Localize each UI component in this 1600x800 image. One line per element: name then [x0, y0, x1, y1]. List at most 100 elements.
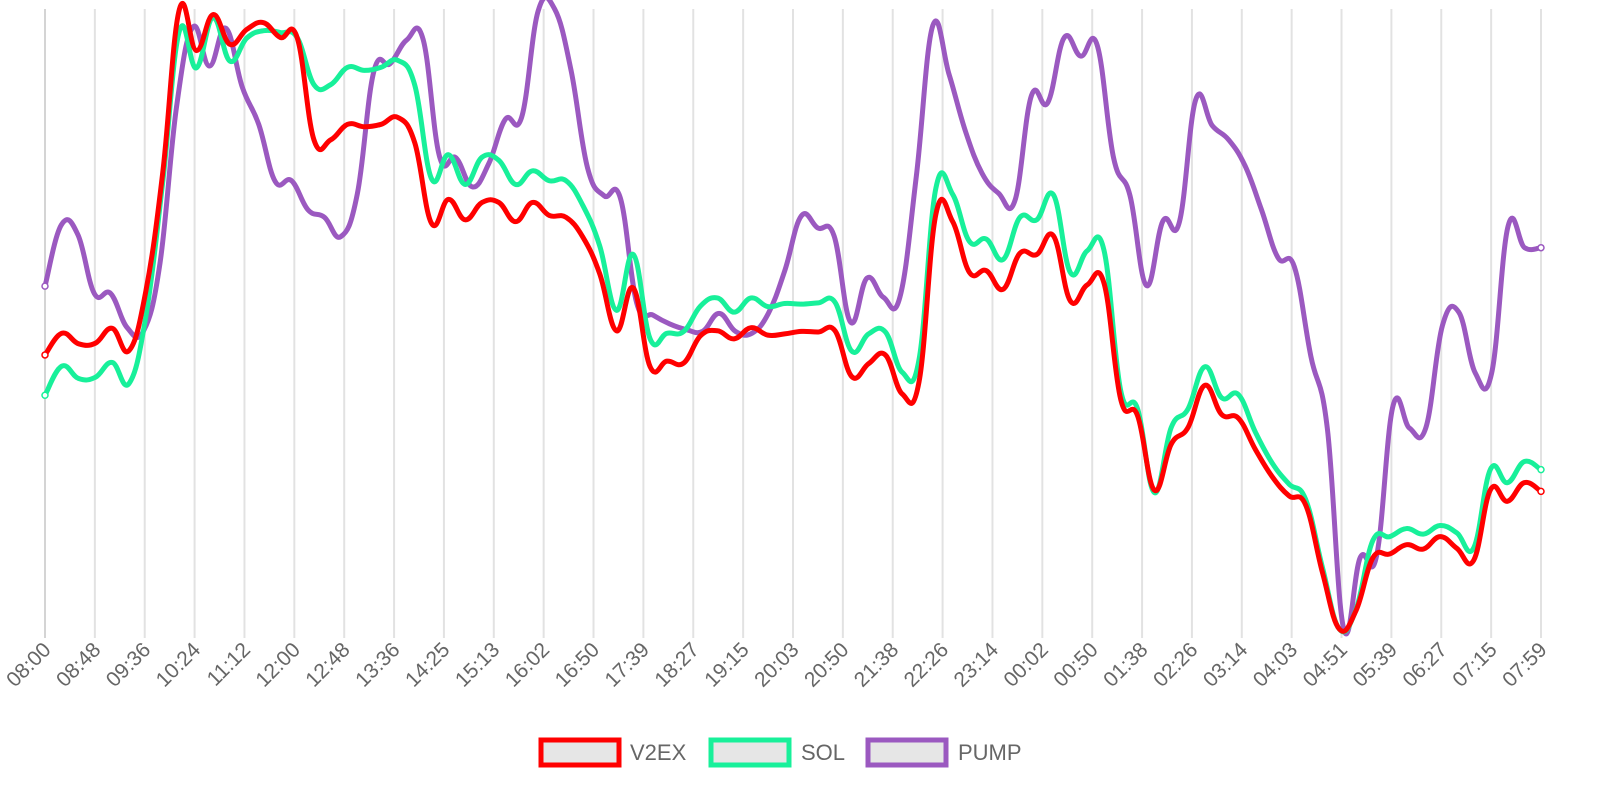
data-point [92, 291, 97, 296]
legend: V2EX SOL PUMP [538, 737, 1022, 768]
data-point [328, 82, 333, 87]
data-point [338, 234, 344, 239]
data-point [412, 140, 417, 146]
x-tick-label: 07:15 [1448, 638, 1501, 691]
data-point [294, 35, 300, 40]
data-point [1387, 534, 1392, 539]
data-point [513, 219, 518, 224]
data-point [849, 374, 855, 379]
x-tick-label: 20:03 [750, 638, 803, 691]
data-point [1202, 383, 1208, 388]
data-point [1094, 42, 1100, 48]
data-point [1471, 545, 1476, 550]
data-point [547, 213, 552, 218]
data-point [1202, 364, 1208, 369]
data-point [698, 303, 703, 309]
x-tick-label: 20:50 [800, 638, 853, 691]
data-point [1407, 425, 1412, 431]
data-point [1454, 530, 1460, 536]
data-point [1144, 283, 1149, 288]
data-point [547, 178, 552, 183]
data-point [631, 252, 636, 257]
data-point [967, 239, 972, 244]
data-point [404, 37, 409, 43]
data-point [950, 219, 955, 224]
x-tick-label: 23:14 [950, 638, 1004, 692]
data-point [1045, 100, 1051, 105]
x-tick-label: 09:36 [102, 638, 155, 691]
data-point [597, 271, 602, 276]
legend-item-v2ex[interactable]: V2EX [538, 737, 687, 768]
data-point [1210, 123, 1215, 128]
data-point [1219, 395, 1224, 400]
data-point [1537, 243, 1545, 252]
data-point [1152, 487, 1157, 493]
x-tick-label: 04:51 [1299, 638, 1352, 691]
data-point [866, 361, 871, 366]
data-point [412, 83, 417, 88]
data-point [766, 311, 771, 316]
data-point [143, 314, 149, 319]
x-tick-label: 16:02 [501, 638, 554, 691]
x-tick-label: 13:36 [351, 638, 404, 691]
x-tick-label: 02:26 [1149, 638, 1202, 691]
data-point [716, 311, 722, 316]
x-tick-label: 18:27 [650, 638, 703, 691]
data-point [967, 270, 972, 275]
data-point [647, 336, 653, 342]
data-point [580, 203, 586, 208]
x-tick-label: 16:50 [551, 638, 604, 691]
data-point [984, 236, 989, 242]
x-tick-label: 21:38 [850, 638, 903, 691]
x-tick-label: 03:14 [1199, 638, 1253, 692]
legend-label: V2EX [630, 740, 687, 765]
data-point [93, 340, 98, 346]
data-point [765, 332, 770, 338]
data-point [1160, 218, 1166, 224]
data-point [647, 364, 653, 369]
data-point [831, 233, 837, 239]
data-point [1488, 487, 1493, 492]
data-point [437, 154, 442, 159]
data-point [1390, 403, 1396, 408]
data-point [552, 6, 557, 12]
data-point [496, 158, 502, 163]
data-point [1454, 546, 1460, 551]
data-point [177, 6, 182, 12]
data-point [1101, 280, 1107, 286]
data-point [126, 381, 132, 386]
x-tick-label: 07:59 [1498, 638, 1551, 691]
data-point [41, 282, 49, 290]
data-point [470, 184, 475, 190]
data-point [1521, 459, 1527, 464]
data-point [256, 122, 261, 127]
legend-item-pump[interactable]: PUMP [865, 737, 1022, 768]
data-point [864, 275, 870, 281]
data-point [59, 363, 65, 369]
data-point [916, 379, 922, 384]
data-point [733, 329, 738, 334]
data-point [378, 122, 384, 127]
data-point [207, 63, 212, 69]
data-point [963, 129, 968, 134]
x-tick-label: 00:02 [999, 638, 1052, 691]
data-point [1370, 538, 1376, 543]
data-point [108, 291, 113, 296]
data-point [1275, 255, 1281, 260]
data-point [883, 352, 888, 358]
series-layer [41, 0, 1545, 637]
data-point [1185, 406, 1191, 412]
data-point [698, 333, 703, 338]
data-point [1226, 137, 1231, 143]
data-point [1320, 570, 1325, 575]
data-point [1169, 425, 1174, 430]
data-point [1012, 198, 1018, 203]
data-point [76, 376, 81, 381]
legend-item-sol[interactable]: SOL [708, 737, 845, 768]
legend-swatch [538, 737, 622, 768]
data-point [305, 207, 311, 213]
data-point [731, 309, 737, 315]
data-point [782, 301, 787, 306]
data-point [1253, 447, 1258, 452]
